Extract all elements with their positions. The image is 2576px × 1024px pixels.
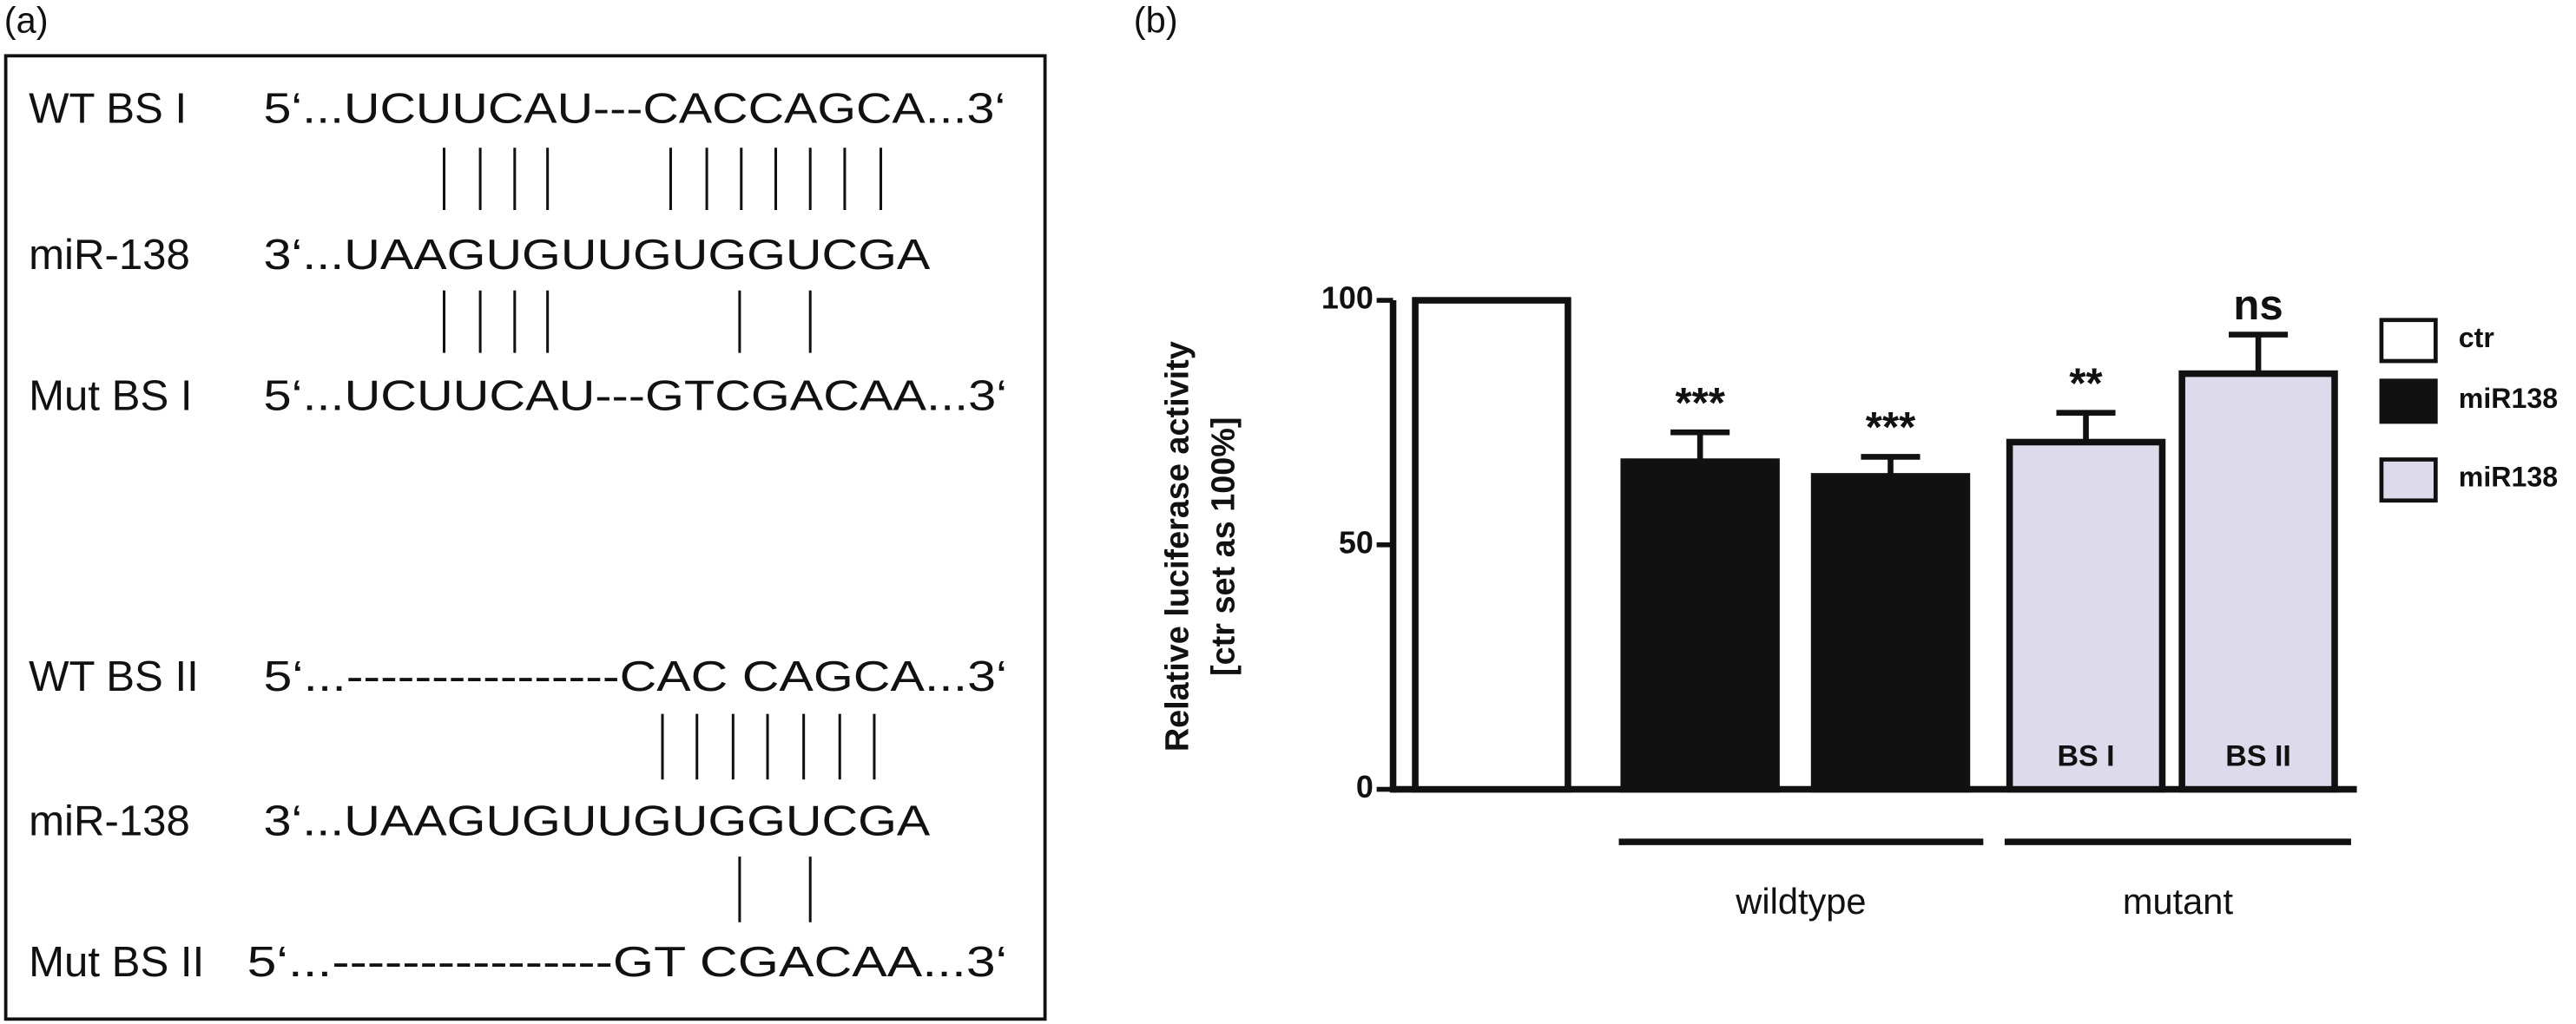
y-tick-label: 100 — [1321, 280, 1374, 316]
error-bar — [2056, 410, 2116, 443]
sequence: 5‘...----------------GT CGACAA...3‘ — [247, 938, 1008, 986]
significance-label: ** — [2069, 359, 2103, 407]
sequence: 5‘...----------------CAC CAGCA...3‘ — [264, 653, 1008, 700]
y-axis-label: Relative luciferase activity — [1160, 341, 1196, 752]
sequence-name: WT BS I — [29, 85, 187, 133]
alignment-box — [3, 54, 1047, 1021]
error-bar — [2229, 331, 2289, 374]
sequence: 5‘...UCUUCAU---CACCAGCA...3‘ — [264, 85, 1006, 133]
bar — [1412, 297, 1571, 793]
bar-label: BS I — [2057, 740, 2114, 773]
sequence-name: miR-138 — [29, 231, 190, 279]
sequence-name: miR-138 — [29, 797, 190, 844]
y-axis-label: [ctr set as 100%] — [1206, 417, 1242, 675]
sequence: 3‘...UAAGUGUUGUGGUCGA — [264, 797, 931, 844]
pairing-lines — [443, 148, 883, 922]
y-tick-label: 50 — [1339, 524, 1374, 560]
sequence-name: Mut BS II — [29, 938, 204, 986]
legend-swatch — [2379, 378, 2438, 424]
bar-label: BS I — [1672, 740, 1728, 773]
error-bar — [1861, 454, 1920, 476]
sequence: 3‘...UAAGUGUUGUGGUCGA — [264, 231, 931, 279]
bar — [2178, 370, 2338, 793]
significance-label: *** — [1866, 404, 1916, 451]
legend-swatch — [2379, 318, 2438, 364]
legend-swatch — [2379, 457, 2438, 503]
bar — [1810, 473, 1971, 793]
bar-label: BS II — [1859, 740, 1923, 773]
significance-label: *** — [1675, 379, 1725, 427]
bar — [2006, 438, 2166, 793]
sequence-name: WT BS II — [29, 653, 199, 700]
group-label: wildtype — [1735, 881, 1866, 922]
legend-label: miR138 — [2459, 462, 2558, 493]
panel-label: (b) — [1134, 0, 1178, 40]
legend-label: ctr — [2459, 322, 2495, 353]
sequence: 5‘...UCUUCAU---GTCGACAA...3‘ — [264, 372, 1008, 420]
panel-label: (a) — [4, 0, 49, 40]
error-bar — [1670, 429, 1730, 463]
legend-label: miR138 — [2459, 383, 2558, 414]
sequence-name: Mut BS I — [29, 372, 193, 420]
significance-label: ns — [2233, 281, 2283, 329]
y-tick-label: 0 — [1356, 769, 1374, 804]
group-label: mutant — [2123, 881, 2234, 922]
bar-label: BS II — [2225, 740, 2291, 773]
